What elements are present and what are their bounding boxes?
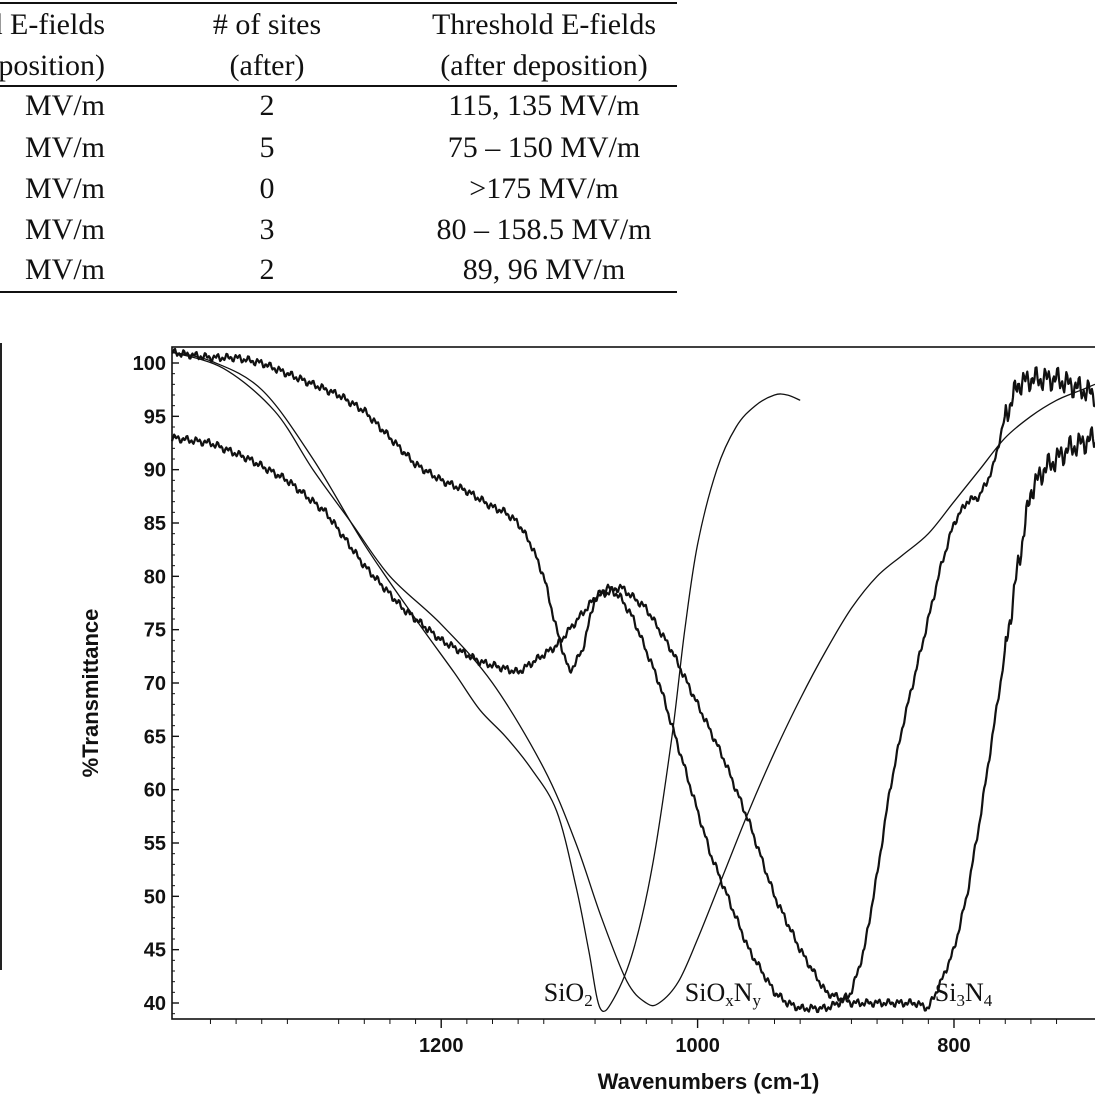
series-line-sio2 — [171, 351, 801, 1013]
x-tick-label: 1000 — [675, 1035, 720, 1057]
table-cell-r3-c2: 0 — [259, 172, 275, 205]
table-header-rule — [0, 85, 677, 87]
y-axis: 100 95 90 85 80 75 70 65 60 55 50 45 40 — [133, 351, 179, 1015]
chart-frame — [171, 346, 1095, 1020]
series-line-si3n4 — [170, 426, 1095, 1012]
header-col3-line1: Threshold E-fields — [431, 8, 657, 41]
y-tick-label: 80 — [144, 566, 166, 588]
x-tick-label: 800 — [937, 1035, 970, 1057]
y-tick-label: 95 — [144, 406, 166, 428]
peak-label-sio2: SiO2 — [544, 978, 593, 1010]
table-cell-r1-c3: 115, 135 MV/m — [448, 89, 640, 122]
peak-labels: SiO2 SiOxNy Si3N4 — [544, 978, 993, 1010]
table-top-rule — [0, 2, 677, 4]
table-cell-r4-c1: MV/m — [24, 213, 105, 246]
peak-label-sioxny: SiOxNy — [685, 978, 762, 1010]
table-cell-r4-c2: 3 — [259, 213, 275, 246]
header-col2-line2: (after) — [229, 49, 305, 82]
header-col3-line2: (after deposition) — [440, 49, 648, 82]
peak-label-si3n4: Si3N4 — [935, 978, 993, 1010]
x-axis: 1200 1000 800 — [209, 1019, 1058, 1057]
table-cell-r3-c1: MV/m — [24, 172, 105, 205]
y-tick-label: 60 — [144, 780, 166, 802]
left-edge-rule — [0, 343, 2, 970]
y-tick-label: 40 — [144, 993, 166, 1015]
plot-frame — [171, 346, 1095, 1020]
table-cell-r3-c3: >175 MV/m — [469, 172, 619, 205]
table-cell-r4-c3: 80 – 158.5 MV/m — [436, 213, 652, 246]
x-tick-label: 1200 — [419, 1035, 464, 1057]
y-axis-title: %Transmittance — [78, 609, 103, 778]
series-line-sioxny — [171, 351, 1095, 1007]
y-tick-label: 75 — [144, 620, 166, 642]
header-col1-line2: eposition) — [0, 49, 105, 82]
y-tick-label: 100 — [133, 353, 166, 375]
series-layer — [170, 347, 1095, 1014]
data-table: d E-fields eposition) # of sites (after)… — [0, 0, 680, 300]
table-cell-r5-c1: MV/m — [24, 253, 105, 286]
y-tick-label: 50 — [144, 886, 166, 908]
table-cell-r2-c1: MV/m — [24, 131, 105, 164]
series-line-unlabeled-3 — [171, 347, 1095, 1014]
y-tick-label: 70 — [144, 673, 166, 695]
y-tick-label: 65 — [144, 726, 166, 748]
table-cell-r5-c3: 89, 96 MV/m — [462, 253, 626, 286]
y-tick-label: 90 — [144, 460, 166, 482]
header-col2-line1: # of sites — [212, 8, 322, 41]
table-cell-r5-c2: 2 — [259, 253, 275, 286]
table-cell-r1-c2: 2 — [259, 89, 275, 122]
x-axis-title: Wavenumbers (cm-1) — [598, 1069, 820, 1094]
table-cell-r2-c2: 5 — [259, 131, 275, 164]
table-cell-r1-c1: MV/m — [24, 89, 105, 122]
table-bottom-rule — [0, 291, 677, 293]
table-cell-r2-c3: 75 – 150 MV/m — [447, 131, 641, 164]
y-tick-label: 45 — [144, 940, 166, 962]
y-tick-label: 85 — [144, 513, 166, 535]
header-col1-line1: d E-fields — [0, 8, 105, 41]
y-tick-label: 55 — [144, 833, 166, 855]
